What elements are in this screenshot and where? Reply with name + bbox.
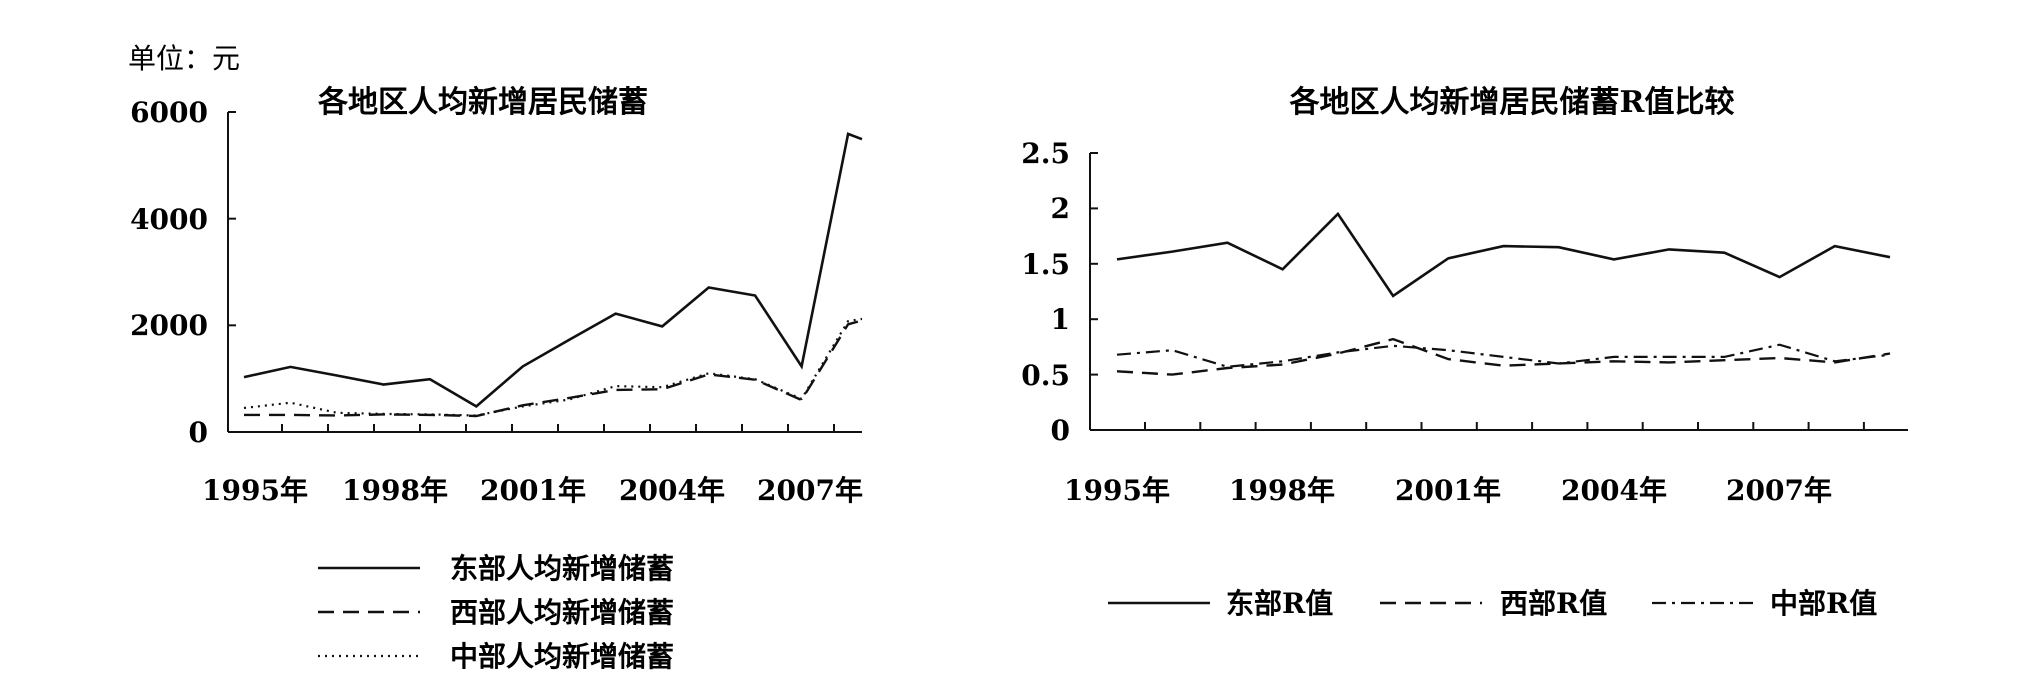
- y-tick-label: 0: [189, 416, 208, 449]
- legend-label-east-r: 东部R值: [1226, 587, 1333, 620]
- x-tick-marks: [281, 424, 835, 432]
- x-tick-marks: [1144, 422, 1865, 430]
- x-tick-label: 1995年: [202, 474, 308, 507]
- y-tick-label: 1.5: [1021, 248, 1070, 281]
- y-tick-marks: [228, 111, 236, 433]
- y-tick-marks: [1090, 152, 1098, 431]
- series-line-east: [243, 132, 863, 408]
- y-tick-label: 0.5: [1021, 359, 1070, 392]
- series-line-west: [244, 319, 863, 418]
- x-tick-label: 1995年: [1064, 474, 1170, 507]
- unit-label: 单位：元: [128, 42, 240, 75]
- x-tick-label: 2007年: [757, 474, 863, 507]
- x-tick-label: 2001年: [1395, 474, 1501, 507]
- y-tick-label: 0: [1051, 414, 1070, 447]
- legend-label-west: 西部人均新增储蓄: [450, 596, 674, 629]
- legend-label-central: 中部人均新增储蓄: [450, 640, 674, 673]
- x-tick-label: 1998年: [342, 474, 448, 507]
- x-tick-label: 2001年: [480, 474, 586, 507]
- x-tick-label: 2007年: [1726, 474, 1832, 507]
- y-tick-label: 2000: [130, 309, 208, 342]
- series-line-central-r: [1116, 343, 1891, 368]
- y-tick-label: 1: [1051, 303, 1070, 336]
- chart-left: 单位：元 各地区人均新增居民储蓄 6000 4000 2000 0 1995年 …: [128, 42, 863, 673]
- x-tick-label: 2004年: [1561, 474, 1667, 507]
- legend-label-central-r: 中部R值: [1770, 587, 1877, 620]
- y-tick-label: 2: [1051, 192, 1070, 225]
- x-tick-label: 1998年: [1229, 474, 1335, 507]
- legend-label-west-r: 西部R值: [1500, 587, 1607, 620]
- y-tick-label: 6000: [130, 96, 208, 129]
- y-tick-label: 4000: [130, 203, 208, 236]
- series-line-west-r: [1116, 337, 1891, 376]
- chart-right: 各地区人均新增居民储蓄R值比较 2.5 2 1.5 1 0.5 0 1995年 …: [1021, 85, 1908, 620]
- y-tick-label: 2.5: [1021, 137, 1070, 170]
- series-line-east-r: [1116, 211, 1891, 298]
- x-tick-label: 2004年: [619, 474, 725, 507]
- chart-title: 各地区人均新增居民储蓄: [317, 85, 648, 120]
- chart-title: 各地区人均新增居民储蓄R值比较: [1289, 85, 1735, 120]
- legend-label-east: 东部人均新增储蓄: [450, 552, 674, 585]
